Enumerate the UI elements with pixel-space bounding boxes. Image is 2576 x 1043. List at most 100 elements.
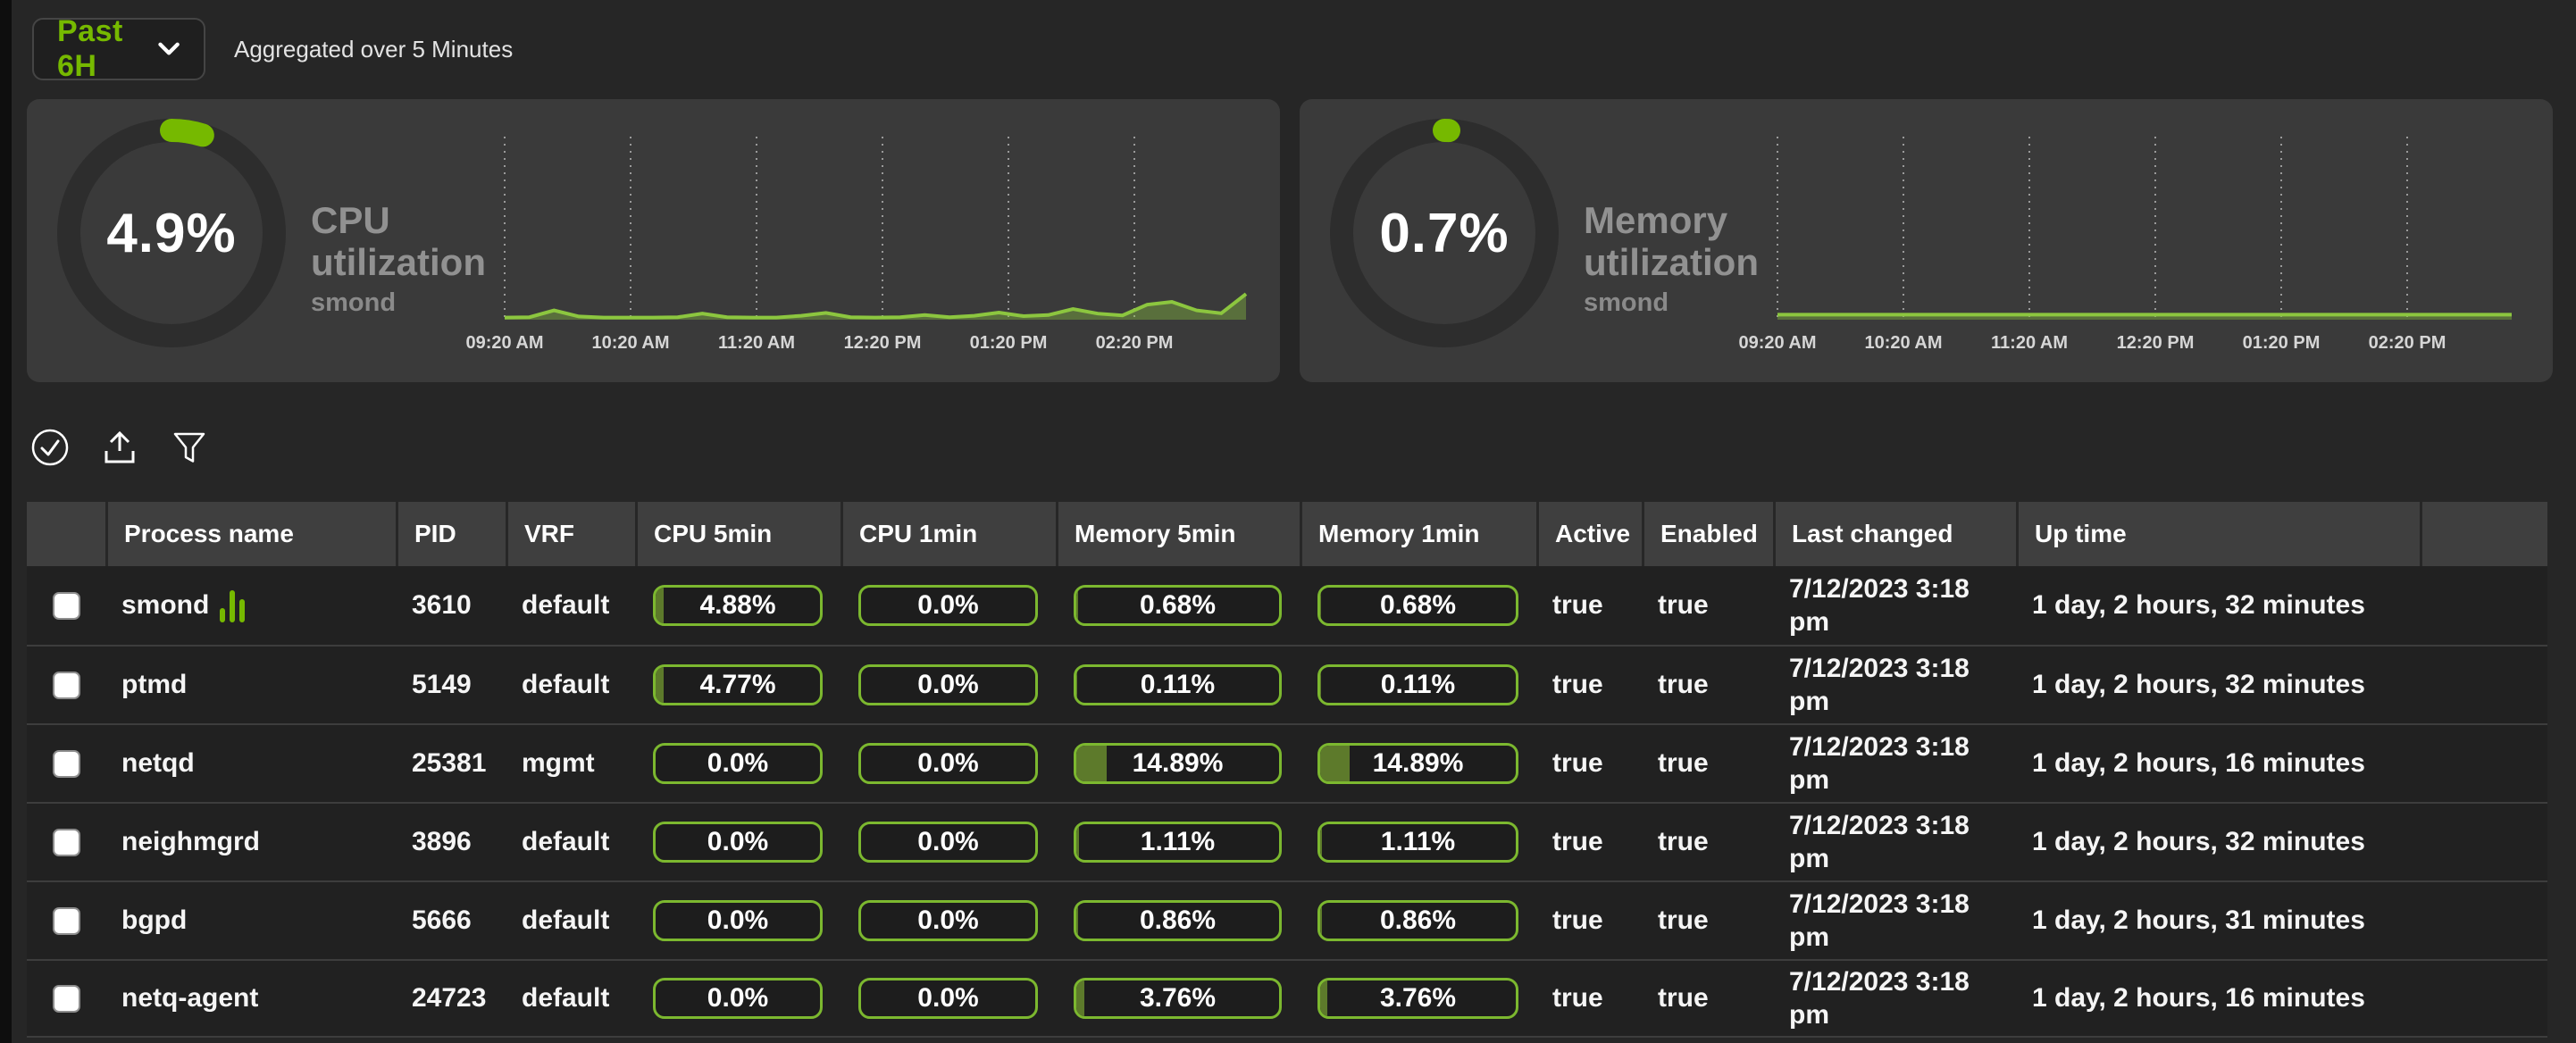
cpu-card-title: CPU utilization xyxy=(311,199,486,284)
table-row[interactable]: netq-agent 24723 default 0.0% 0.0% 3.76%… xyxy=(27,959,2547,1038)
memory-sparkline-chart: 09:20 AM 10:20 AM 11:20 AM 12:20 PM 01:20 PM… xyxy=(1738,124,2546,371)
active-cell: true xyxy=(1552,670,1603,699)
cpu-1min-pill: 0.0% xyxy=(858,900,1038,941)
vrf-cell: mgmt xyxy=(522,748,595,778)
export-icon[interactable] xyxy=(99,427,140,468)
last-changed-cell: 7/12/2023 3:18 pm xyxy=(1789,889,1970,953)
header-active[interactable]: Active xyxy=(1536,502,1642,566)
up-time-cell: 1 day, 2 hours, 16 minutes xyxy=(2032,983,2365,1013)
table-header-row: Process name PID VRF CPU 5min CPU 1min M… xyxy=(27,502,2547,566)
header-pid[interactable]: PID xyxy=(396,502,506,566)
memory-percent-value: 0.7% xyxy=(1379,202,1510,264)
donut-arc xyxy=(57,119,286,347)
pid-cell: 25381 xyxy=(412,748,487,778)
cpu-1min-pill: 0.0% xyxy=(858,822,1038,863)
row-checkbox[interactable] xyxy=(52,591,80,620)
x-axis-tick-label: 01:20 PM xyxy=(969,333,1048,353)
cpu-5min-pill: 0.0% xyxy=(653,900,823,941)
header-process-name[interactable]: Process name xyxy=(105,502,396,566)
up-time-cell: 1 day, 2 hours, 31 minutes xyxy=(2032,905,2365,935)
memory-card-subtitle: smond xyxy=(1584,288,1669,317)
table-row[interactable]: smond 3610 default 4.88% 0.0% 0.68% 0.68… xyxy=(27,566,2547,645)
cpu-5min-pill: 4.77% xyxy=(653,664,823,705)
x-axis-tick-label: 02:20 PM xyxy=(1095,333,1174,353)
up-time-cell: 1 day, 2 hours, 32 minutes xyxy=(2032,670,2365,699)
up-time-cell: 1 day, 2 hours, 32 minutes xyxy=(2032,827,2365,856)
last-changed-cell: 7/12/2023 3:18 pm xyxy=(1789,653,1970,717)
memory-5min-pill: 1.11% xyxy=(1074,822,1282,863)
table-row[interactable]: neighmgrd 3896 default 0.0% 0.0% 1.11% 1… xyxy=(27,802,2547,880)
enabled-cell: true xyxy=(1658,983,1709,1013)
process-name: neighmgrd xyxy=(121,827,260,856)
memory-1min-pill: 1.11% xyxy=(1317,822,1518,863)
memory-utilization-card: 0.7% Memory utilization smond 09:20 AM 10:… xyxy=(1300,99,2553,382)
table-row[interactable]: netqd 25381 mgmt 0.0% 0.0% 14.89% 14.89%… xyxy=(27,723,2547,802)
table-row[interactable]: bgpd 5666 default 0.0% 0.0% 0.86% 0.86% … xyxy=(27,880,2547,959)
x-axis-tick-label: 09:20 AM xyxy=(1738,333,1817,353)
header-spacer xyxy=(2420,502,2547,566)
cpu-percent-value: 4.9% xyxy=(106,202,237,264)
row-spacer xyxy=(2420,961,2547,1036)
vrf-cell: default xyxy=(522,983,610,1013)
cpu-donut-chart: 4.9% xyxy=(43,104,300,362)
row-spacer xyxy=(2420,725,2547,802)
cpu-utilization-card: 4.9% CPU utilization smond 09:20 AM 10:20 … xyxy=(27,99,1280,382)
row-spacer xyxy=(2420,804,2547,880)
pid-cell: 24723 xyxy=(412,983,487,1013)
memory-5min-pill: 0.11% xyxy=(1074,664,1282,705)
check-circle-icon[interactable] xyxy=(29,427,71,468)
header-cpu-5min[interactable]: CPU 5min xyxy=(635,502,841,566)
x-axis-tick-label: 11:20 AM xyxy=(718,333,795,353)
enabled-cell: true xyxy=(1658,670,1709,699)
process-name: netqd xyxy=(121,748,195,778)
enabled-cell: true xyxy=(1658,590,1709,620)
cpu-5min-pill: 4.88% xyxy=(653,585,823,626)
vrf-cell: default xyxy=(522,670,610,699)
cpu-1min-pill: 0.0% xyxy=(858,585,1038,626)
memory-1min-pill: 0.68% xyxy=(1317,585,1518,626)
header-up-time[interactable]: Up time xyxy=(2016,502,2420,566)
header-vrf[interactable]: VRF xyxy=(506,502,635,566)
aggregation-note: Aggregated over 5 Minutes xyxy=(234,36,514,63)
table-row[interactable]: ptmd 5149 default 4.77% 0.0% 0.11% 0.11%… xyxy=(27,645,2547,723)
time-range-selector[interactable]: Past 6H xyxy=(32,14,205,83)
memory-1min-pill: 3.76% xyxy=(1317,978,1518,1019)
active-cell: true xyxy=(1552,905,1603,935)
row-checkbox[interactable] xyxy=(52,749,80,778)
header-memory-1min[interactable]: Memory 1min xyxy=(1300,502,1536,566)
header-last-changed[interactable]: Last changed xyxy=(1773,502,2016,566)
filter-icon[interactable] xyxy=(169,427,210,468)
row-checkbox[interactable] xyxy=(52,906,80,935)
x-axis-tick-label: 11:20 AM xyxy=(1991,333,2068,353)
vrf-cell: default xyxy=(522,905,610,935)
row-checkbox[interactable] xyxy=(52,828,80,856)
header-cpu-1min[interactable]: CPU 1min xyxy=(841,502,1056,566)
last-changed-cell: 7/12/2023 3:18 pm xyxy=(1789,966,1970,1030)
cpu-5min-pill: 0.0% xyxy=(653,822,823,863)
memory-5min-pill: 14.89% xyxy=(1074,743,1282,784)
pid-cell: 5149 xyxy=(412,670,472,699)
x-axis-tick-label: 01:20 PM xyxy=(2242,333,2321,353)
cpu-5min-pill: 0.0% xyxy=(653,743,823,784)
vrf-cell: default xyxy=(522,590,610,620)
x-axis-tick-label: 02:20 PM xyxy=(2368,333,2446,353)
enabled-cell: true xyxy=(1658,905,1709,935)
donut-arc xyxy=(1330,119,1559,347)
header-memory-5min[interactable]: Memory 5min xyxy=(1056,502,1300,566)
enabled-cell: true xyxy=(1658,748,1709,778)
up-time-cell: 1 day, 2 hours, 16 minutes xyxy=(2032,748,2365,778)
active-cell: true xyxy=(1552,983,1603,1013)
row-spacer xyxy=(2420,882,2547,959)
x-axis-tick-label: 10:20 AM xyxy=(1864,333,1943,353)
header-enabled[interactable]: Enabled xyxy=(1642,502,1773,566)
last-changed-cell: 7/12/2023 3:18 pm xyxy=(1789,810,1970,874)
enabled-cell: true xyxy=(1658,827,1709,856)
cpu-1min-pill: 0.0% xyxy=(858,743,1038,784)
row-checkbox[interactable] xyxy=(52,984,80,1013)
last-changed-cell: 7/12/2023 3:18 pm xyxy=(1789,573,1970,638)
cpu-1min-pill: 0.0% xyxy=(858,978,1038,1019)
process-name: netq-agent xyxy=(121,983,259,1013)
row-checkbox[interactable] xyxy=(52,671,80,699)
memory-1min-pill: 0.11% xyxy=(1317,664,1518,705)
table-toolbar xyxy=(29,427,210,468)
